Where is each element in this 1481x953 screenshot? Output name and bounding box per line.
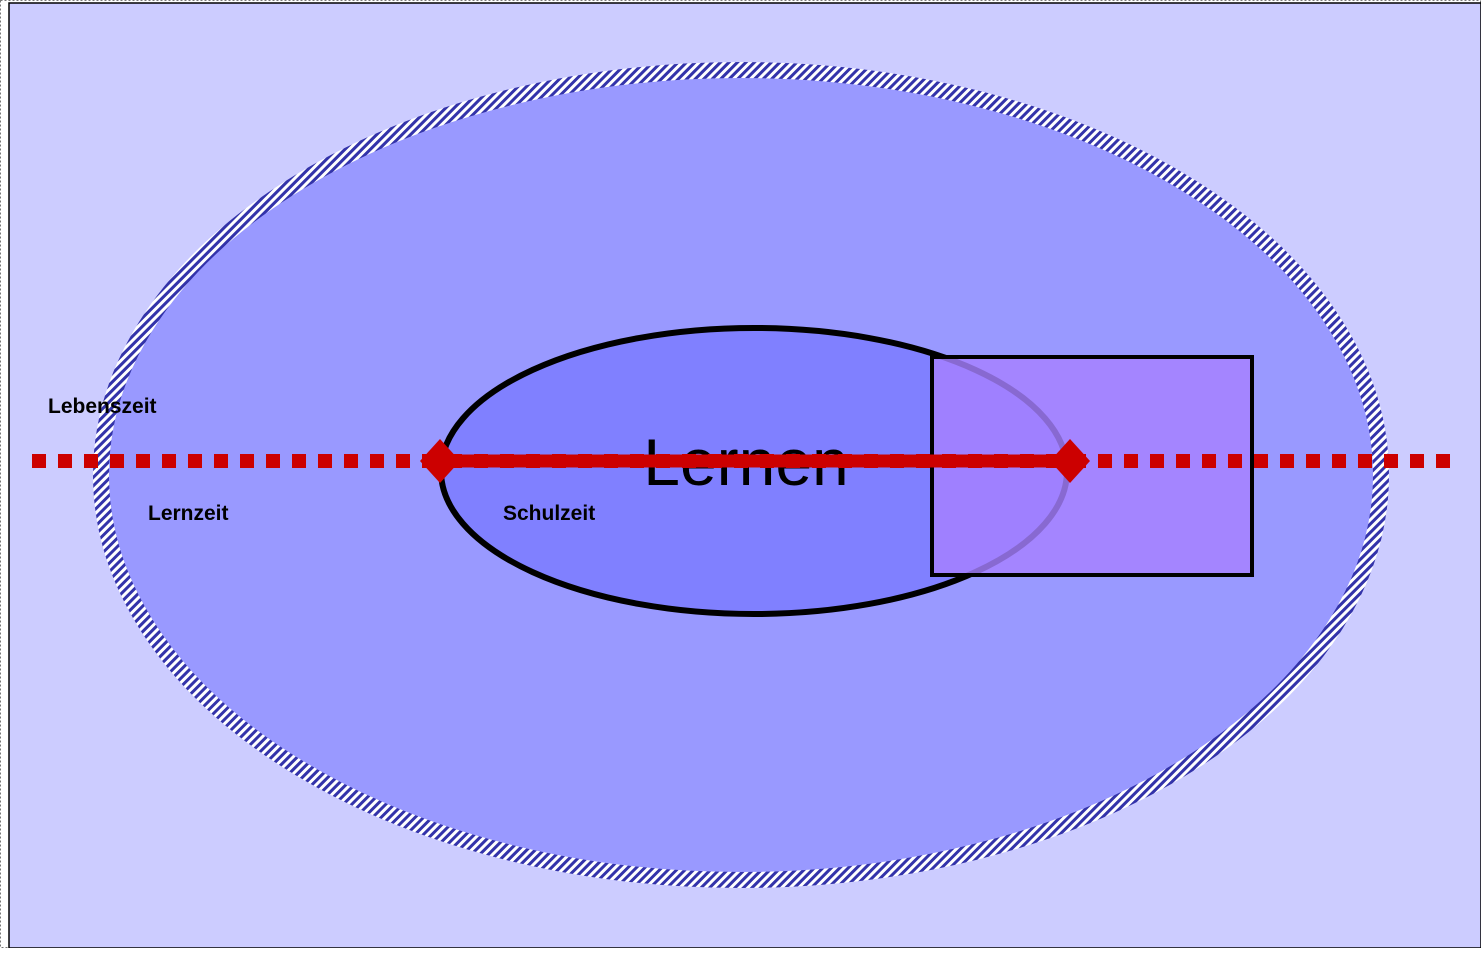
school-time-label: Schulzeit bbox=[503, 502, 595, 525]
lifetime-label: Lebenszeit bbox=[48, 395, 157, 418]
timeline-start-marker bbox=[420, 439, 460, 483]
timeline-end-marker bbox=[1050, 439, 1090, 483]
learning-time-label: Lernzeit bbox=[148, 502, 229, 525]
